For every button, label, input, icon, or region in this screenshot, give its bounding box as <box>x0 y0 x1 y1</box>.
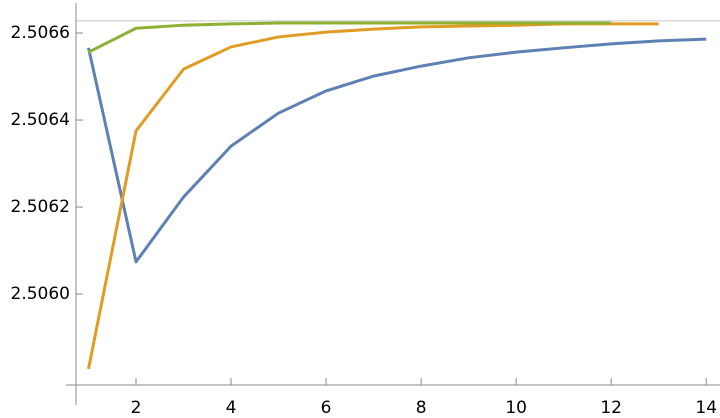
series-line <box>87 37 707 264</box>
x-tick-label: 2 <box>131 398 142 418</box>
y-tick-label: 2.5062 <box>11 197 70 217</box>
x-tick-label: 10 <box>505 398 527 418</box>
x-tick-label: 6 <box>321 398 332 418</box>
x-tick-label: 4 <box>226 398 237 418</box>
y-tick-label: 2.5064 <box>11 110 70 130</box>
series-line <box>87 21 612 54</box>
y-tick-label: 2.5066 <box>11 23 70 43</box>
y-tick-label: 2.5060 <box>11 284 70 304</box>
x-tick-label: 8 <box>416 398 427 418</box>
x-tick-label: 14 <box>695 398 717 418</box>
x-tick-label: 12 <box>600 398 622 418</box>
